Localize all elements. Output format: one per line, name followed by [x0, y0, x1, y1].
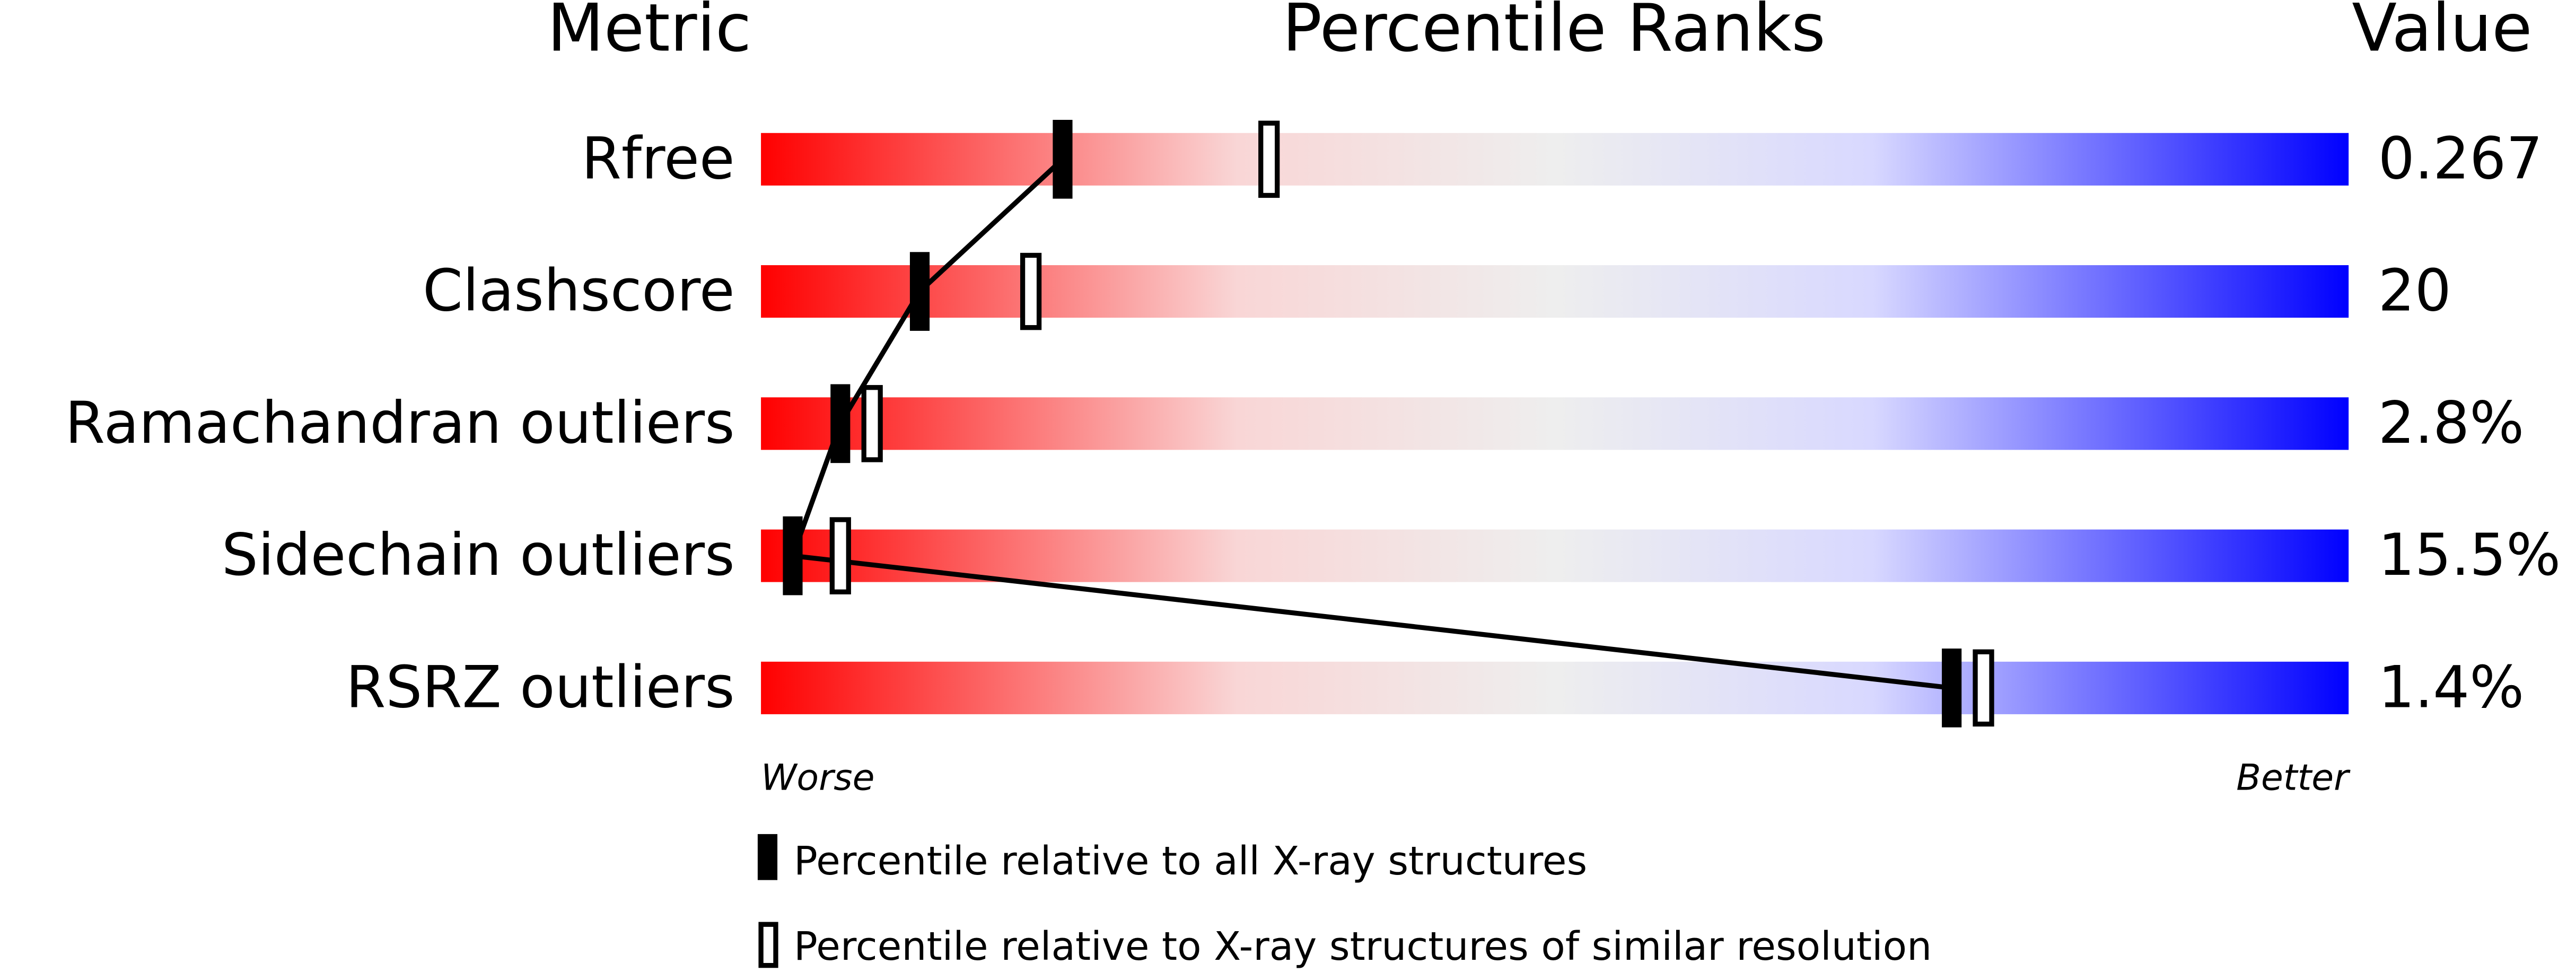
percentile-bar [761, 265, 2349, 318]
similar-marker [1973, 649, 1994, 727]
metric-value: 20 [2378, 257, 2451, 325]
similar-marker [1258, 120, 1280, 198]
better-label: Better [2236, 757, 2351, 799]
metric-label: RSRZ outliers [346, 653, 734, 721]
percentile-bar [761, 133, 2349, 186]
metric-value: 15.5% [2378, 521, 2561, 589]
metric-label: Ramachandran outliers [65, 389, 735, 457]
metric-label: Rfree [582, 125, 735, 192]
legend-label: Percentile relative to X-ray structures … [794, 923, 1932, 969]
worse-label: Worse [761, 757, 874, 799]
metric-value: 0.267 [2378, 125, 2543, 192]
all-marker [783, 516, 803, 596]
percentile-header: Percentile Ranks [1282, 0, 1825, 67]
legend-swatch [757, 834, 778, 880]
percentile-bar [761, 661, 2349, 714]
similar-marker [829, 517, 851, 594]
all-marker [909, 252, 930, 331]
metric-header: Metric [547, 0, 751, 67]
legend-swatch [758, 922, 778, 968]
all-marker [1942, 649, 1962, 728]
metric-value: 2.8% [2378, 389, 2524, 457]
metric-label: Clashscore [423, 257, 734, 325]
metric-label: Sidechain outliers [222, 521, 735, 589]
all-marker [1053, 120, 1073, 199]
metric-value: 1.4% [2378, 653, 2524, 721]
similar-marker [861, 385, 883, 462]
percentile-bar [761, 397, 2349, 450]
value-header: Value [2352, 0, 2532, 67]
percentile-bar [761, 529, 2349, 582]
legend-label: Percentile relative to all X-ray structu… [794, 838, 1587, 884]
all-marker [830, 384, 851, 463]
similar-marker [1020, 252, 1042, 330]
